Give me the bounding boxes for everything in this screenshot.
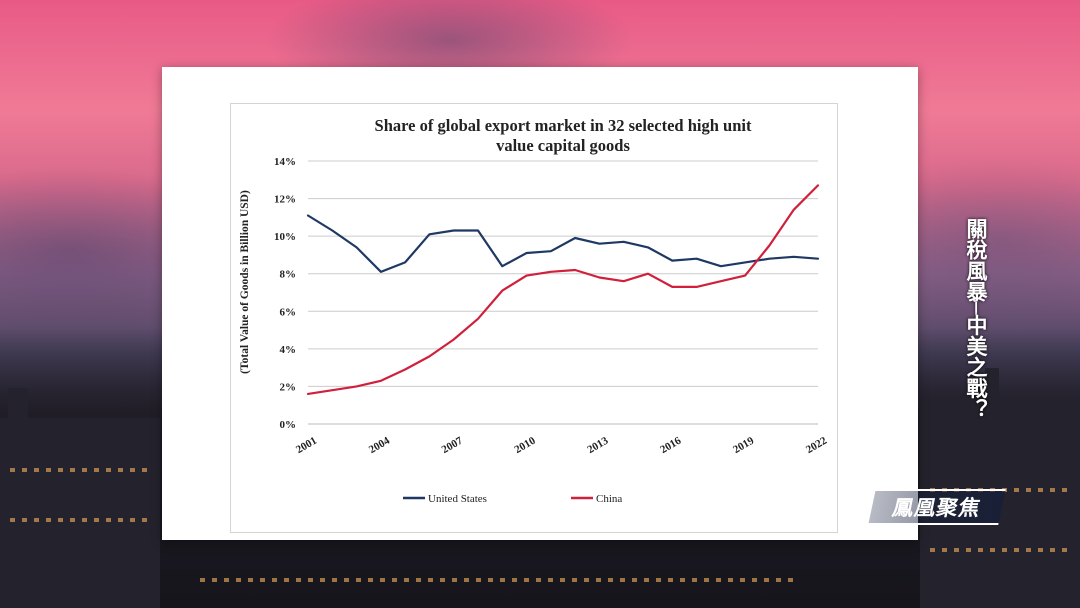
y-tick-label: 8%: [280, 269, 297, 281]
y-tick-label: 10%: [274, 231, 296, 243]
channel-logo: 鳳凰聚焦: [868, 489, 1006, 525]
y-axis-label: (Total Value of Goods in Billion USD): [239, 190, 251, 374]
chart-card: [162, 67, 918, 540]
x-tick-label: 2001: [294, 435, 319, 456]
x-tick-label: 2022: [804, 434, 829, 456]
series-line-china: [306, 184, 820, 395]
series-line-united-states: [306, 214, 820, 273]
y-tick-label: 0%: [280, 419, 297, 431]
chart-frame: [230, 103, 838, 533]
y-tick-label: 6%: [280, 306, 297, 318]
chart-title-line: Share of global export market in 32 sele…: [375, 116, 752, 135]
legend-label: United States: [428, 493, 487, 505]
x-tick-label: 2013: [585, 434, 610, 456]
x-tick-label: 2007: [440, 434, 465, 456]
chart-text: 0% 2% 4% 6% 8% 10% 12% 14% 2001 2004 2007 2010 2013 2…: [239, 116, 829, 505]
y-tick-label: 4%: [280, 344, 297, 356]
y-tick-label: 12%: [274, 194, 296, 206]
x-tick-label: 2016: [658, 434, 683, 456]
x-tick-label: 2004: [367, 434, 392, 456]
chart-title-line: value capital goods: [496, 136, 630, 155]
side-title: 關稅風暴─中美之戰？: [964, 218, 988, 420]
y-tick-label: 14%: [274, 156, 296, 168]
grid-lines: [308, 160, 818, 387]
y-tick-label: 2%: [280, 381, 297, 393]
series-lines: [306, 184, 820, 395]
x-tick-label: 2019: [731, 434, 756, 456]
legend-label: China: [596, 493, 622, 505]
x-tick-label: 2010: [513, 434, 538, 456]
